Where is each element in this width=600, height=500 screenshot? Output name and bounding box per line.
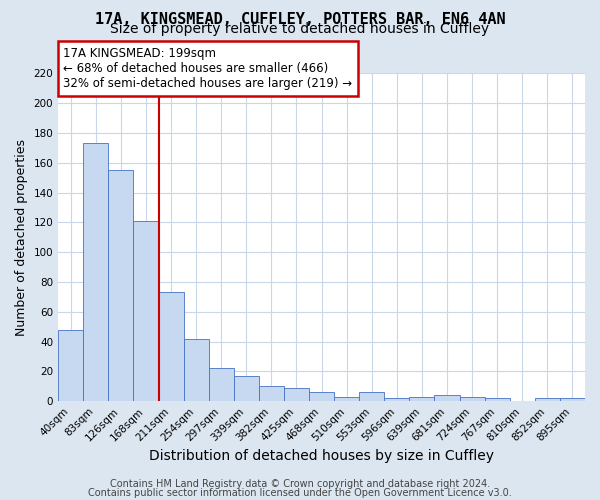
Bar bbox=[334, 397, 359, 401]
Bar bbox=[83, 144, 109, 401]
Bar bbox=[434, 396, 460, 401]
Bar bbox=[109, 170, 133, 401]
Text: 17A, KINGSMEAD, CUFFLEY, POTTERS BAR, EN6 4AN: 17A, KINGSMEAD, CUFFLEY, POTTERS BAR, EN… bbox=[95, 12, 505, 28]
Bar bbox=[184, 338, 209, 401]
Bar bbox=[485, 398, 510, 401]
Text: 17A KINGSMEAD: 199sqm
← 68% of detached houses are smaller (466)
32% of semi-det: 17A KINGSMEAD: 199sqm ← 68% of detached … bbox=[64, 47, 353, 90]
Text: Contains public sector information licensed under the Open Government Licence v3: Contains public sector information licen… bbox=[88, 488, 512, 498]
Y-axis label: Number of detached properties: Number of detached properties bbox=[15, 139, 28, 336]
Bar bbox=[158, 292, 184, 401]
Bar bbox=[359, 392, 385, 401]
Bar bbox=[409, 397, 434, 401]
Bar bbox=[309, 392, 334, 401]
Bar bbox=[460, 397, 485, 401]
X-axis label: Distribution of detached houses by size in Cuffley: Distribution of detached houses by size … bbox=[149, 448, 494, 462]
Text: Contains HM Land Registry data © Crown copyright and database right 2024.: Contains HM Land Registry data © Crown c… bbox=[110, 479, 490, 489]
Bar bbox=[560, 398, 585, 401]
Bar bbox=[385, 398, 409, 401]
Bar bbox=[234, 376, 259, 401]
Bar bbox=[133, 221, 158, 401]
Bar bbox=[284, 388, 309, 401]
Bar bbox=[58, 330, 83, 401]
Bar bbox=[259, 386, 284, 401]
Bar bbox=[209, 368, 234, 401]
Text: Size of property relative to detached houses in Cuffley: Size of property relative to detached ho… bbox=[110, 22, 490, 36]
Bar bbox=[535, 398, 560, 401]
